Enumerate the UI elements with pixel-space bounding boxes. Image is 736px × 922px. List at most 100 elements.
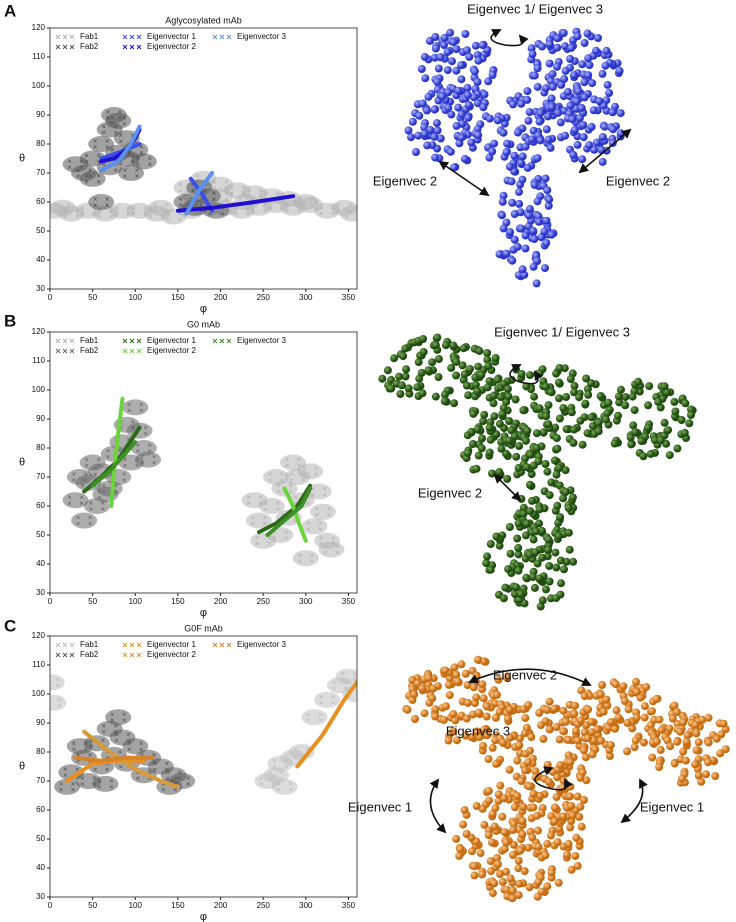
atom (579, 133, 588, 142)
atom (566, 101, 575, 110)
x-marker (105, 197, 109, 201)
atom (538, 553, 547, 562)
atom (691, 760, 700, 769)
arrow (429, 778, 447, 834)
x-marker (62, 348, 68, 354)
atom (404, 126, 413, 135)
atom (561, 42, 569, 51)
atom (648, 753, 657, 762)
x-marker (352, 671, 357, 676)
atom (585, 61, 594, 70)
atom (552, 793, 561, 802)
atom (636, 693, 645, 702)
atom (547, 94, 556, 103)
atom (428, 358, 437, 367)
atom (454, 86, 463, 95)
x-marker (152, 753, 156, 757)
point-cloud (88, 194, 115, 210)
x-tick-label: 200 (214, 597, 228, 606)
atom (434, 373, 443, 382)
x-tick-label: 0 (48, 597, 53, 606)
atom (544, 401, 553, 410)
chart-title: G0F mAb (184, 623, 223, 633)
atom (522, 573, 531, 582)
atom (519, 503, 528, 512)
atom (517, 777, 526, 785)
x-marker (288, 489, 293, 494)
x-marker (234, 211, 238, 216)
x-marker (80, 211, 85, 216)
atom (517, 224, 526, 233)
atom (656, 436, 665, 445)
legend-label: Eigenvector 1 (147, 32, 196, 41)
y-tick-label: 50 (36, 530, 45, 539)
atom (541, 174, 550, 183)
x-marker (97, 489, 102, 494)
atom (534, 842, 543, 851)
atom (524, 758, 533, 767)
atom (704, 758, 713, 767)
x-marker (356, 209, 357, 212)
x-marker (268, 472, 272, 476)
x-marker (97, 495, 102, 500)
atom (488, 147, 497, 156)
x-marker (298, 197, 302, 201)
atom (547, 478, 556, 487)
atom (679, 747, 688, 756)
x-marker (131, 205, 136, 210)
point-cloud (92, 775, 119, 792)
atom (579, 121, 588, 129)
legend-label: Fab1 (80, 640, 99, 649)
atom (500, 794, 509, 803)
x-marker (67, 165, 72, 170)
x-marker (284, 764, 288, 769)
point-cloud (62, 492, 89, 509)
x-marker (136, 338, 142, 344)
atom (614, 392, 623, 401)
atom (528, 50, 537, 59)
y-tick-label: 40 (36, 863, 45, 872)
atom (438, 92, 447, 101)
x-marker (106, 116, 110, 120)
atom (566, 54, 575, 63)
y-tick-label: 30 (36, 588, 45, 597)
atom (482, 559, 491, 568)
x-marker (306, 712, 311, 716)
x-marker (284, 530, 288, 534)
x-tick-label: 50 (88, 293, 97, 302)
arrow (493, 473, 522, 502)
point-cloud (50, 694, 67, 711)
x-marker (246, 501, 251, 505)
atom (532, 279, 541, 288)
x-marker (106, 455, 110, 459)
atom (474, 56, 483, 65)
atom (415, 111, 424, 120)
atom (463, 91, 472, 100)
atom (673, 737, 682, 746)
atom (395, 372, 404, 381)
point-cloud (314, 532, 341, 549)
atom (568, 493, 577, 502)
x-marker (208, 211, 213, 216)
x-marker (136, 652, 142, 658)
atom (514, 519, 523, 528)
atom (474, 451, 483, 460)
x-marker (106, 110, 110, 114)
x-axis-label: φ (200, 607, 207, 619)
x-marker (148, 162, 152, 167)
atom (569, 557, 578, 566)
x-marker (336, 209, 340, 213)
atom (666, 742, 675, 751)
atom (431, 705, 440, 714)
x-marker (127, 408, 132, 413)
atom (528, 496, 536, 505)
atom (567, 865, 576, 874)
atom (424, 366, 433, 375)
atom (463, 46, 471, 55)
atom (578, 440, 587, 449)
atom (510, 432, 519, 441)
x-marker (318, 718, 323, 722)
x-marker (118, 116, 122, 120)
atom (544, 135, 553, 144)
x-marker (131, 153, 135, 158)
